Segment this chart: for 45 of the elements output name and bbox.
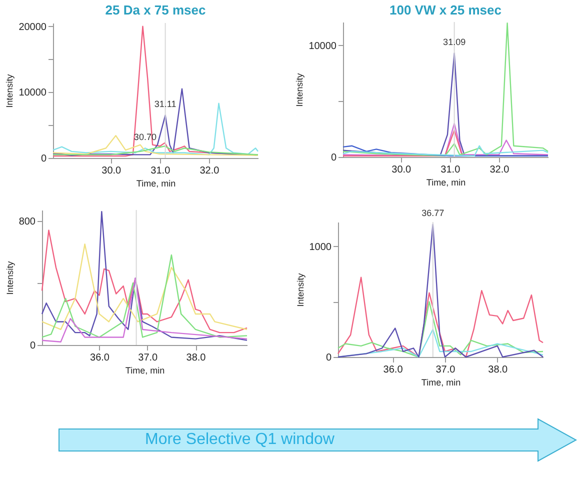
annotation: 36.77 — [422, 208, 444, 218]
line-series — [41, 210, 248, 341]
annotation: 31.11 — [154, 99, 176, 110]
y-tick-label: 10000 — [18, 88, 47, 99]
line-series — [52, 146, 259, 156]
text: More Selective Q1 window — [145, 431, 334, 449]
x-tick-label: 32.0 — [200, 166, 220, 176]
y-tick-label: 0 — [30, 340, 36, 352]
x-axis-title: Time, min — [136, 178, 176, 188]
line-series — [52, 135, 259, 156]
x-tick-label: 36.0 — [383, 364, 404, 376]
y-tick-label: 800 — [18, 216, 36, 228]
x-tick-label: 37.0 — [138, 352, 158, 364]
line-series — [41, 254, 248, 338]
y-axis-title: Intensity — [4, 74, 15, 108]
x-tick-label: 32.0 — [490, 164, 510, 176]
x-tick-label: 37.0 — [436, 364, 456, 376]
y-axis-title: Intensity — [4, 260, 15, 295]
chart-title: 100 VW x 25 msec — [389, 2, 502, 18]
annotation: 31.09 — [443, 37, 466, 48]
y-tick-label: 0 — [330, 152, 337, 164]
x-axis-title: Time, min — [426, 178, 466, 188]
chart-title: 25 Da x 75 msec — [105, 2, 206, 18]
y-axis-title: Intensity — [294, 72, 305, 107]
x-axis-title: Time, min — [421, 378, 461, 388]
line-series — [342, 22, 549, 156]
y-tick-label: 10000 — [308, 40, 337, 52]
y-tick-label: 0 — [326, 352, 332, 364]
x-tick-label: 38.0 — [186, 352, 206, 364]
line-series — [41, 278, 248, 342]
x-tick-label: 31.0 — [150, 166, 171, 176]
y-tick-label: 20000 — [18, 22, 47, 33]
y-tick-label: 0 — [40, 154, 47, 164]
x-tick-label: 31.0 — [440, 164, 461, 176]
x-tick-label: 38.0 — [488, 364, 508, 376]
line-series — [41, 230, 248, 334]
x-axis-title: Time, min — [125, 366, 165, 376]
x-tick-label: 30.0 — [102, 166, 122, 176]
line-series — [52, 102, 259, 156]
line-series — [337, 224, 544, 358]
x-tick-label: 36.0 — [90, 352, 110, 364]
y-tick-label: 1000 — [309, 242, 332, 253]
y-axis-title: Intensity — [295, 272, 306, 307]
line-series — [41, 244, 248, 330]
x-tick-label: 30.0 — [392, 164, 412, 176]
